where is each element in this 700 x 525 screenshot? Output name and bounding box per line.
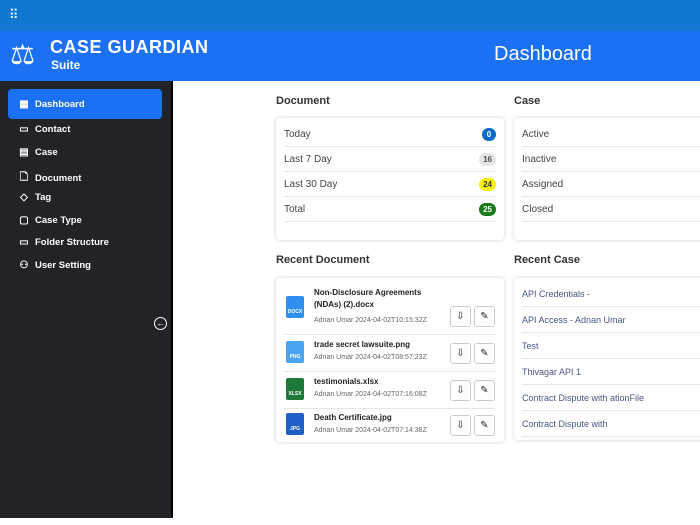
document-item[interactable]: JPG Death Certificate.jpg Adnan Umar 202… xyxy=(284,409,496,439)
collapse-sidebar-icon[interactable]: ← xyxy=(154,317,167,330)
edit-button[interactable]: ✎ xyxy=(474,380,495,401)
stat-row-7day[interactable]: Last 7 Day 16 xyxy=(284,147,496,172)
label: Contract Dispute with ationFile xyxy=(522,393,645,403)
docx-file-icon: DOCX xyxy=(286,296,304,318)
brand-name: CASE GUARDIAN xyxy=(50,37,209,57)
recent-case-card: API Credentials - API Access - Adnan Uma… xyxy=(514,278,700,440)
grid-icon[interactable]: ⠿ xyxy=(9,7,19,22)
count-badge: 25 xyxy=(479,202,496,216)
label: Last 30 Day xyxy=(284,178,338,190)
case-section-title: Case xyxy=(514,95,541,107)
sidebar-item-tag[interactable]: ◇ Tag xyxy=(18,192,51,203)
document-stats-card: Today 0 Last 7 Day 16 Last 30 Day 24 Total 2… xyxy=(276,118,504,240)
document-item[interactable]: XLSX testimonials.xlsx Adnan Umar 2024-0… xyxy=(284,372,496,409)
page-title: Dashboard xyxy=(494,43,592,65)
file-meta: Adnan Umar 2024-04-02T07:14:38Z xyxy=(314,427,427,434)
download-button[interactable]: ⇩ xyxy=(450,415,471,436)
label: Folder Structure xyxy=(35,237,109,248)
case-row-closed[interactable]: Closed xyxy=(522,197,700,222)
case-row-active[interactable]: Active xyxy=(522,122,700,147)
label: Last 7 Day xyxy=(284,153,332,165)
edit-button[interactable]: ✎ xyxy=(474,306,495,327)
document-item[interactable]: PNG trade secret lawsuite.png Adnan Umar… xyxy=(284,335,496,372)
stat-row-30day[interactable]: Last 30 Day 24 xyxy=(284,172,496,197)
label: Active xyxy=(522,128,550,140)
label: Case Type xyxy=(35,215,82,226)
label: Inactive xyxy=(522,153,557,165)
sidebar-item-folder-structure[interactable]: ▭ Folder Structure xyxy=(18,237,109,248)
document-icon: 🗋 xyxy=(19,172,29,183)
label: Total xyxy=(284,203,306,215)
sidebar-item-case[interactable]: ▤ Case xyxy=(18,147,58,158)
user-setting-icon: ⚇ xyxy=(19,260,29,271)
file-meta: Adnan Umar 2024-04-02T08:57:23Z xyxy=(314,354,427,361)
stat-row-total[interactable]: Total 25 xyxy=(284,197,496,222)
recent-case-item[interactable]: Contract Dispute with ationFile xyxy=(522,386,700,411)
document-section-title: Document xyxy=(276,95,330,107)
scales-logo-icon: ⚖ xyxy=(10,39,36,70)
label: Case xyxy=(35,147,58,158)
count-badge: 24 xyxy=(479,177,496,191)
label: Document xyxy=(35,173,82,184)
brand-sub: Suite xyxy=(51,58,81,72)
recent-case-item[interactable]: API Credentials - xyxy=(522,282,700,307)
label: Closed xyxy=(522,203,554,215)
sidebar: ▦ Dashboard ▭ Contact ▤ Case 🗋 Document ◇ Tag… xyxy=(0,81,173,518)
contact-card-icon: ▭ xyxy=(19,124,29,135)
edit-button[interactable]: ✎ xyxy=(474,415,495,436)
download-button[interactable]: ⇩ xyxy=(450,380,471,401)
stat-row-today[interactable]: Today 0 xyxy=(284,122,496,147)
case-type-icon: ▢ xyxy=(19,215,29,226)
label: Today xyxy=(284,128,311,140)
header: ⚖ CASE GUARDIAN Suite Dashboard xyxy=(0,31,700,81)
folder-icon: ▭ xyxy=(19,237,29,248)
label: Assigned xyxy=(522,178,564,190)
sidebar-item-contact[interactable]: ▭ Contact xyxy=(18,124,70,135)
label: User Setting xyxy=(35,260,91,271)
tag-icon: ◇ xyxy=(20,192,28,203)
count-badge: 0 xyxy=(482,127,496,141)
count-badge: 16 xyxy=(479,152,496,166)
xlsx-file-icon: XLSX xyxy=(286,378,304,400)
file-name: trade secret lawsuite.png xyxy=(314,340,411,349)
sidebar-item-document[interactable]: 🗋 Document xyxy=(18,170,81,187)
edit-button[interactable]: ✎ xyxy=(474,343,495,364)
recent-case-item[interactable]: Test xyxy=(522,334,700,359)
label: Thivagar API 1 xyxy=(522,367,582,377)
png-file-icon: PNG xyxy=(286,341,304,363)
file-name: Death Certificate.jpg xyxy=(314,413,392,422)
recent-document-card: DOCX Non-Disclosure Agreements (NDAs) (2… xyxy=(276,278,504,442)
sidebar-item-dashboard[interactable]: ▦ Dashboard xyxy=(8,89,162,119)
table-icon: ▤ xyxy=(19,147,29,158)
recent-case-item[interactable]: Contract Dispute with xyxy=(522,412,700,437)
label: Tag xyxy=(35,192,52,203)
label: API Access - Adnan Umar xyxy=(522,315,626,325)
jpg-file-icon: JPG xyxy=(286,413,304,435)
file-meta: Adnan Umar 2024-04-02T07:16:08Z xyxy=(314,391,427,398)
sidebar-item-case-type[interactable]: ▢ Case Type xyxy=(18,215,82,226)
label: Dashboard xyxy=(35,98,85,110)
label: Contact xyxy=(35,124,71,135)
case-row-assigned[interactable]: Assigned xyxy=(522,172,700,197)
label: Test xyxy=(522,341,539,351)
label: API Credentials - xyxy=(522,289,591,299)
sidebar-item-user-setting[interactable]: ⚇ User Setting xyxy=(18,260,91,271)
top-bar: ⠿ xyxy=(0,0,700,31)
document-item[interactable]: DOCX Non-Disclosure Agreements (NDAs) (2… xyxy=(284,284,496,335)
download-button[interactable]: ⇩ xyxy=(450,306,471,327)
recent-case-title: Recent Case xyxy=(514,254,581,266)
file-name: Non-Disclosure Agreements (NDAs) (2).doc… xyxy=(314,288,422,309)
recent-case-item[interactable]: API Access - Adnan Umar xyxy=(522,308,700,333)
recent-case-item[interactable]: Thivagar API 1 xyxy=(522,360,700,385)
recent-document-title: Recent Document xyxy=(276,254,370,266)
label: Contract Dispute with xyxy=(522,419,608,429)
case-stats-card: Active Inactive Assigned Closed xyxy=(514,118,700,240)
dashboard-icon: ▦ xyxy=(19,98,29,110)
download-button[interactable]: ⇩ xyxy=(450,343,471,364)
case-row-inactive[interactable]: Inactive xyxy=(522,147,700,172)
file-meta: Adnan Umar 2024-04-02T10:15:32Z xyxy=(314,317,427,324)
file-name: testimonials.xlsx xyxy=(314,377,379,386)
